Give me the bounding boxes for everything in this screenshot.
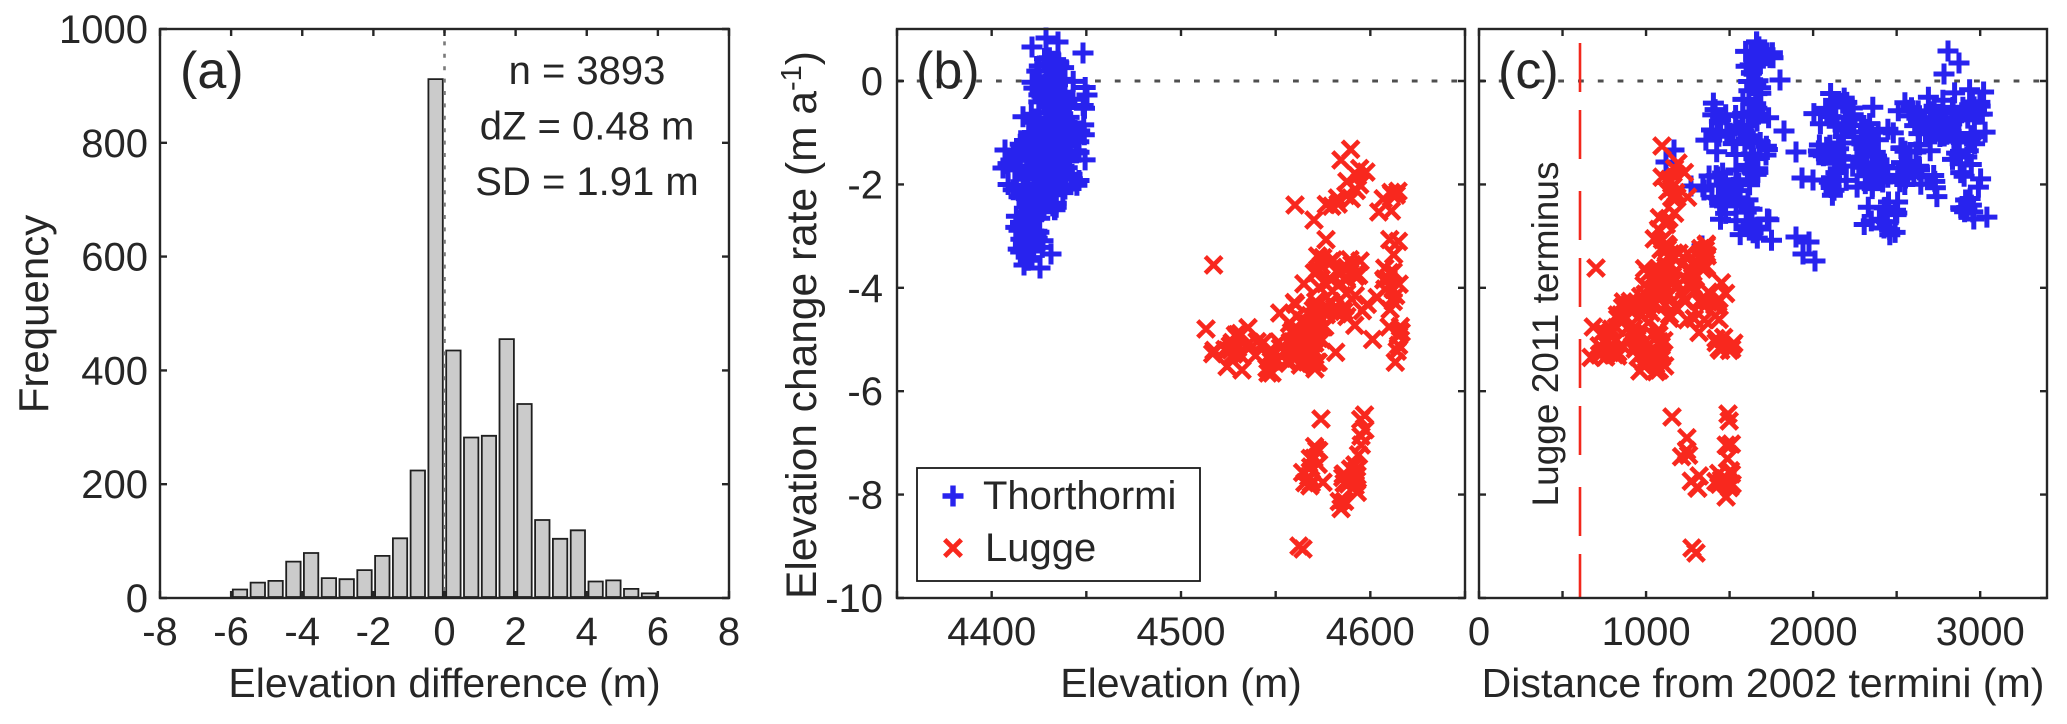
svg-text:-4: -4 (847, 267, 883, 311)
svg-text:8: 8 (718, 610, 740, 654)
svg-text:Elevation (m): Elevation (m) (1060, 660, 1302, 706)
svg-text:-6: -6 (213, 610, 249, 654)
svg-text:Lugge 2011 terminus: Lugge 2011 terminus (1525, 162, 1566, 507)
svg-text:2: 2 (504, 610, 526, 654)
svg-text:Elevation difference (m): Elevation difference (m) (228, 660, 660, 706)
svg-text:400: 400 (81, 349, 148, 393)
svg-text:0: 0 (861, 60, 883, 104)
svg-text:SD = 1.91 m: SD = 1.91 m (475, 160, 698, 204)
svg-text:4500: 4500 (1137, 610, 1226, 654)
svg-text:4400: 4400 (947, 610, 1036, 654)
svg-text:Lugge: Lugge (985, 526, 1096, 570)
svg-text:(a): (a) (180, 42, 244, 100)
svg-text:-10: -10 (825, 577, 883, 621)
svg-text:-8: -8 (847, 474, 883, 518)
svg-text:-4: -4 (284, 610, 320, 654)
svg-text:(b): (b) (916, 42, 980, 100)
svg-text:Thorthormi: Thorthormi (983, 474, 1176, 518)
svg-text:-8: -8 (142, 610, 178, 654)
svg-text:600: 600 (81, 236, 148, 280)
svg-text:Distance from 2002 termini (m): Distance from 2002 termini (m) (1482, 660, 2045, 706)
svg-text:0: 0 (126, 577, 148, 621)
svg-text:200: 200 (81, 463, 148, 507)
svg-text:-2: -2 (847, 163, 883, 207)
svg-text:4600: 4600 (1326, 610, 1415, 654)
svg-text:Frequency: Frequency (10, 215, 57, 413)
svg-text:800: 800 (81, 122, 148, 166)
svg-text:(c): (c) (1498, 42, 1559, 100)
svg-text:n = 3893: n = 3893 (509, 49, 666, 93)
svg-text:2000: 2000 (1769, 610, 1858, 654)
svg-text:-6: -6 (847, 370, 883, 414)
svg-text:4: 4 (576, 610, 598, 654)
svg-text:Elevation change rate (m a-1): Elevation change rate (m a-1) (776, 51, 826, 599)
svg-text:dZ = 0.48 m: dZ = 0.48 m (480, 105, 695, 149)
svg-text:3000: 3000 (1936, 610, 2025, 654)
svg-text:0: 0 (1468, 610, 1490, 654)
svg-text:0: 0 (433, 610, 455, 654)
svg-text:1000: 1000 (59, 8, 148, 52)
svg-text:6: 6 (647, 610, 669, 654)
svg-text:-2: -2 (356, 610, 392, 654)
svg-text:1000: 1000 (1602, 610, 1691, 654)
